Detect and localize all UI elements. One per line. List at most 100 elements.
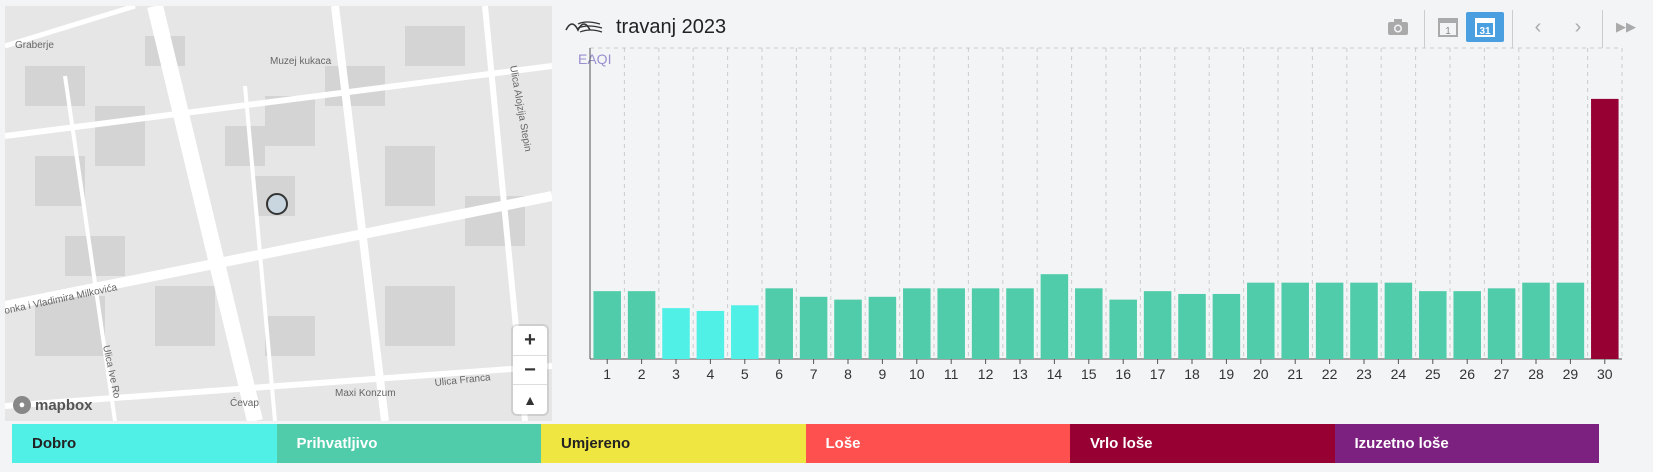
x-tick-label: 3	[672, 366, 680, 382]
x-tick-label: 7	[810, 366, 818, 382]
x-tick-label: 24	[1391, 366, 1407, 382]
x-tick-label: 25	[1425, 366, 1441, 382]
map-canvas: Graberje Muzej kukaca Ulica Alojzija Ste…	[5, 6, 552, 421]
zoom-in-button[interactable]: +	[513, 326, 547, 356]
chart-title: travanj 2023	[616, 16, 727, 38]
month-view-button[interactable]: 31	[1466, 12, 1504, 42]
svg-text:31: 31	[1479, 26, 1491, 37]
compass-button[interactable]: ▲	[523, 391, 537, 408]
x-tick-label: 30	[1597, 366, 1613, 382]
zoom-out-button[interactable]: −	[513, 356, 547, 386]
x-tick-label: 13	[1012, 366, 1028, 382]
x-tick-label: 12	[978, 366, 994, 382]
bar[interactable]	[1143, 291, 1172, 359]
map-label-graberje: Graberje	[15, 40, 54, 51]
mapbox-attribution[interactable]: ● mapbox	[13, 396, 93, 414]
bar[interactable]	[696, 310, 725, 359]
bar[interactable]	[1075, 288, 1103, 359]
bar[interactable]	[1109, 299, 1137, 359]
y-axis-label: EAQI	[578, 51, 611, 67]
next-button[interactable]: ›	[1562, 12, 1594, 42]
bar[interactable]	[1591, 98, 1619, 360]
x-tick-label: 11	[944, 366, 959, 382]
bar[interactable]	[834, 299, 862, 359]
x-tick-label: 16	[1115, 366, 1131, 382]
map[interactable]: Graberje Muzej kukaca Ulica Alojzija Ste…	[5, 6, 552, 421]
legend-item-dobro: Dobro	[12, 424, 277, 463]
bar[interactable]	[971, 288, 1000, 359]
x-tick-label: 26	[1459, 366, 1475, 382]
x-tick-label: 8	[844, 366, 852, 382]
bar[interactable]	[1384, 282, 1413, 359]
chevron-left-icon: ‹	[1534, 15, 1542, 38]
toolbar-separator	[1602, 10, 1603, 48]
mapbox-logo-icon: ●	[13, 396, 31, 414]
bar[interactable]	[1247, 282, 1275, 359]
bar[interactable]	[1040, 274, 1069, 359]
x-tick-label: 27	[1494, 366, 1510, 382]
bar[interactable]	[662, 308, 690, 359]
bar[interactable]	[868, 296, 897, 359]
x-tick-label: 2	[638, 366, 646, 382]
bar[interactable]	[1212, 293, 1241, 359]
fast-forward-icon: ▶▶	[1616, 19, 1636, 34]
bar[interactable]	[1350, 282, 1378, 359]
x-tick-label: 20	[1253, 366, 1269, 382]
camera-button[interactable]	[1382, 12, 1414, 42]
bar[interactable]	[1522, 282, 1550, 359]
x-tick-label: 15	[1081, 366, 1097, 382]
eaqi-legend: Dobro Prihvatljivo Umjereno Loše Vrlo loše Iz…	[12, 424, 1599, 463]
x-tick-label: 28	[1528, 366, 1544, 382]
bar[interactable]	[1487, 288, 1516, 359]
bar[interactable]	[765, 288, 793, 359]
station-marker[interactable]	[266, 193, 288, 215]
map-label-cevap: Ćevap	[230, 396, 259, 409]
x-tick-label: 21	[1287, 366, 1303, 382]
bar[interactable]	[1556, 282, 1585, 359]
x-tick-label: 17	[1150, 366, 1166, 382]
x-tick-label: 10	[909, 366, 925, 382]
x-tick-label: 22	[1322, 366, 1338, 382]
zoom-control: + − ▲	[513, 326, 547, 414]
x-tick-label: 6	[775, 366, 783, 382]
x-tick-label: 1	[603, 366, 611, 382]
svg-text:1: 1	[1445, 26, 1451, 37]
fast-forward-button[interactable]: ▶▶	[1610, 12, 1642, 42]
bar[interactable]	[1281, 282, 1309, 359]
bar[interactable]	[627, 291, 656, 359]
day-view-button[interactable]: 1	[1432, 12, 1464, 42]
chart-header: travanj 2023 1 31 ‹ › ▶▶	[562, 10, 1642, 48]
legend-item-vrlo-lose: Vrlo loše	[1070, 424, 1335, 463]
x-tick-label: 19	[1219, 366, 1235, 382]
mapbox-logo-text: mapbox	[35, 396, 93, 414]
bar[interactable]	[1453, 291, 1481, 359]
chevron-right-icon: ›	[1574, 15, 1582, 38]
calendar-month-icon: 31	[1475, 18, 1495, 37]
bar[interactable]	[1006, 288, 1034, 359]
x-tick-label: 14	[1047, 366, 1063, 382]
bar[interactable]	[903, 288, 931, 359]
bar[interactable]	[937, 288, 965, 359]
x-tick-label: 5	[741, 366, 749, 382]
map-label-muzej: Muzej kukaca	[270, 56, 332, 67]
air-wave-logo-icon	[565, 21, 603, 33]
eaqi-bar-chart: EAQI 1 2 3 4 5 6 7 8 9 10 11 12 13 14 15 16 17 18 19 20 21 22…	[578, 47, 1623, 382]
x-tick-label: 18	[1184, 366, 1200, 382]
legend-item-izuzetno-lose: Izuzetno loše	[1334, 424, 1599, 463]
toolbar-separator	[1512, 10, 1513, 48]
bar[interactable]	[1419, 291, 1447, 359]
legend-item-lose: Loše	[805, 424, 1070, 463]
map-label-maxi: Maxi Konzum	[335, 388, 396, 399]
bar[interactable]	[799, 296, 828, 359]
x-tick-label: 23	[1356, 366, 1372, 382]
bar[interactable]	[593, 291, 621, 359]
bar[interactable]	[1315, 282, 1344, 359]
bar[interactable]	[1178, 293, 1206, 359]
legend-item-umjereno: Umjereno	[541, 424, 806, 463]
camera-icon	[1388, 19, 1408, 35]
legend-item-prihvatljivo: Prihvatljivo	[276, 424, 541, 463]
prev-button[interactable]: ‹	[1522, 12, 1554, 42]
x-tick-label: 9	[879, 366, 887, 382]
x-tick-label: 4	[707, 366, 715, 382]
bar[interactable]	[731, 305, 759, 359]
